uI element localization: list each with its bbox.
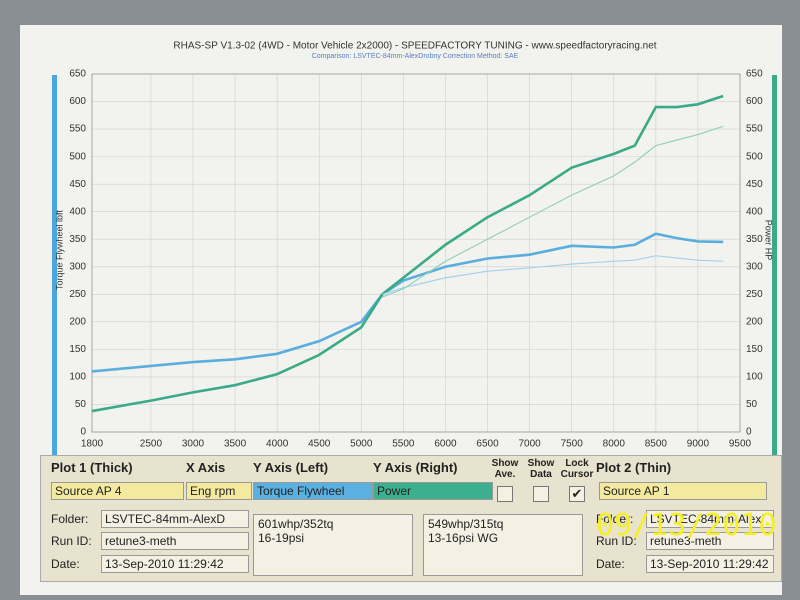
plot2-source[interactable]: Source AP 1	[599, 482, 767, 500]
plot2-date-label: Date:	[596, 557, 625, 571]
y2-tick-label: 350	[746, 234, 763, 245]
x-tick-label: 8500	[645, 439, 668, 450]
plot1-heading: Plot 1 (Thick)	[51, 460, 133, 475]
y2-tick-label: 600	[746, 96, 763, 107]
left-edge	[52, 75, 57, 455]
note-line: 16-19psi	[258, 531, 305, 545]
x-tick-label: 5000	[350, 439, 373, 450]
x-tick-label: 4500	[308, 439, 331, 450]
plot1-run-label: Run ID:	[51, 534, 92, 548]
y2-tick-label: 200	[746, 316, 763, 327]
y2-axis-label: Power HP	[764, 220, 774, 261]
y-tick-label: 400	[69, 206, 86, 217]
plot2-note: 549whp/315tq 13-16psi WG	[423, 514, 583, 576]
y2-tick-label: 0	[746, 427, 752, 438]
y-tick-label: 350	[69, 234, 86, 245]
y2-tick-label: 300	[746, 261, 763, 272]
checkbox[interactable]	[533, 486, 549, 502]
y2-tick-label: 150	[746, 344, 763, 355]
x-axis-heading: X Axis	[186, 460, 226, 475]
x-tick-label: 6500	[476, 439, 499, 450]
y2-tick-label: 250	[746, 289, 763, 300]
y-tick-label: 50	[75, 399, 87, 410]
y-left-heading: Y Axis (Left)	[253, 460, 329, 475]
plot1-folder: LSVTEC-84mm-AlexD	[101, 510, 249, 528]
y2-tick-label: 650	[746, 69, 763, 80]
y-tick-label: 450	[69, 179, 86, 190]
series-line	[91, 232, 724, 373]
y-tick-label: 550	[69, 124, 86, 135]
plot2-folder: LSVTEC-84mm-Alexl	[646, 510, 774, 528]
checkbox-label: Lock Cursor	[560, 458, 594, 480]
x-tick-label: 3500	[224, 439, 247, 450]
x-tick-label: 7500	[561, 439, 584, 450]
y2-tick-label: 400	[746, 206, 763, 217]
plot2-run-label: Run ID:	[596, 534, 637, 548]
y-tick-label: 650	[69, 69, 86, 80]
date-stamp: 09/13/2010	[596, 508, 777, 543]
checkbox-label: Show Ave.	[491, 458, 519, 480]
plot1-date-label: Date:	[51, 557, 80, 571]
plot-frame	[91, 73, 741, 433]
y-tick-label: 300	[69, 261, 86, 272]
note-line: 601whp/352tq	[258, 517, 334, 531]
series-line	[382, 255, 724, 295]
plot1-date: 13-Sep-2010 11:29:42	[101, 555, 249, 573]
y-tick-label: 500	[69, 151, 86, 162]
checkbox-label: Show Data	[527, 458, 555, 480]
plot2-date: 13-Sep-2010 11:29:42	[646, 555, 774, 573]
plot1-source[interactable]: Source AP 4	[51, 482, 184, 500]
chart-title: RHAS-SP V1.3-02 (4WD - Motor Vehicle 2x2…	[173, 41, 656, 52]
x-tick-label: 8000	[603, 439, 626, 450]
x-tick-label: 7000	[518, 439, 541, 450]
y-right-select[interactable]: Power	[373, 482, 493, 500]
y-tick-label: 250	[69, 289, 86, 300]
plot2-folder-label: Folder:	[596, 512, 634, 526]
series-line	[382, 125, 724, 298]
y-tick-label: 200	[69, 316, 86, 327]
x-axis-select[interactable]: Eng rpm	[186, 482, 252, 500]
chart-subtitle: Comparison: LSVTEC-84mm-AlexDrobny Corre…	[312, 53, 519, 60]
note-line: 13-16psi WG	[428, 531, 499, 545]
y-tick-label: 600	[69, 96, 86, 107]
y2-tick-label: 450	[746, 179, 763, 190]
control-panel: Plot 1 (Thick) Source AP 4 X Axis Eng rp…	[40, 455, 782, 582]
x-tick-label: 4000	[266, 439, 289, 450]
y-left-select[interactable]: Torque Flywheel	[253, 482, 373, 500]
y2-tick-label: 500	[746, 151, 763, 162]
x-tick-label: 5500	[392, 439, 415, 450]
plot1-run: retune3-meth	[101, 532, 249, 550]
checkbox[interactable]	[497, 486, 513, 502]
y-tick-label: 100	[69, 372, 86, 383]
plot1-note: 601whp/352tq 16-19psi	[253, 514, 413, 576]
y2-tick-label: 50	[746, 399, 758, 410]
y2-tick-label: 550	[746, 124, 763, 135]
y-tick-label: 0	[80, 427, 86, 438]
plot2-run: retune3-meth	[646, 532, 774, 550]
y-axis-label: Torque Flywheel lbft	[54, 209, 64, 290]
x-tick-label: 9500	[729, 439, 752, 450]
plot2-heading: Plot 2 (Thin)	[596, 460, 672, 475]
x-tick-label: 1800	[81, 439, 104, 450]
note-line: 549whp/315tq	[428, 517, 504, 531]
x-tick-label: 3000	[182, 439, 205, 450]
x-tick-label: 6000	[434, 439, 457, 450]
checkbox[interactable]: ✔	[569, 486, 585, 502]
y-tick-label: 150	[69, 344, 86, 355]
x-tick-label: 9000	[687, 439, 710, 450]
y-right-heading: Y Axis (Right)	[373, 460, 458, 475]
right-edge	[772, 75, 777, 455]
plot1-folder-label: Folder:	[51, 512, 89, 526]
y2-tick-label: 100	[746, 372, 763, 383]
x-tick-label: 2500	[140, 439, 163, 450]
series-line	[91, 94, 724, 413]
